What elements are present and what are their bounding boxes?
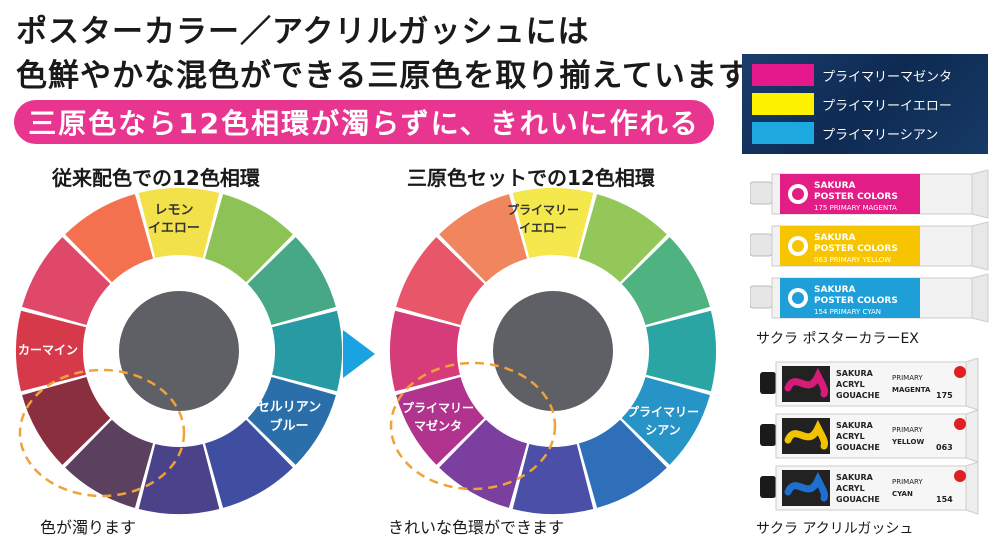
acryl-tube-3: SAKURA ACRYL GOUACHE PRIMARY CYAN 154 [760, 461, 979, 515]
left-wheel-segment-11 [22, 237, 111, 326]
acryl-tube-line1: ACRYL [836, 380, 865, 389]
left-wheel-segment-1 [138, 188, 220, 258]
poster-tube-line: POSTER COLORS [814, 244, 898, 254]
left-wheel-segment-12 [65, 194, 154, 283]
right-wheel-segment-7 [512, 444, 594, 514]
acryl-tube-line2: GOUACHE [836, 443, 880, 452]
left-wheel-segment-9 [22, 376, 111, 465]
right-wheel-center [493, 291, 613, 411]
right-wheel-segment-1 [512, 188, 594, 258]
right-wheel-segment-8 [439, 419, 528, 508]
right-wheel-title: 三原色セットでの12色相環 [407, 166, 655, 190]
right-wheel-segment-9 [396, 376, 485, 465]
legend-label-cyan: プライマリーシアン [822, 127, 939, 143]
label-primary-magenta-2: マゼンタ [414, 418, 462, 433]
left-wheel-title: 従来配色での12色相環 [52, 166, 260, 190]
right-clear-highlight [389, 361, 557, 491]
acryl-tube-num: 175 [936, 391, 953, 400]
acryl-tube-brand: SAKURA [836, 369, 874, 378]
right-wheel-segments [390, 188, 716, 514]
poster-tube-code: 063 PRIMARY YELLOW [814, 256, 891, 264]
legend-swatch-cyan [752, 122, 814, 144]
arrow-icon [343, 330, 375, 378]
label-primary-magenta-1: プライマリー [402, 400, 474, 415]
legend-row-cyan: プライマリーシアン [752, 122, 982, 144]
left-color-wheel: レモン イエロー カーマイン セルリアン ブルー [15, 188, 342, 514]
right-wheel-segment-3 [621, 237, 710, 326]
right-wheel-segment-12 [439, 194, 528, 283]
left-wheel-segment-3 [247, 237, 336, 326]
acryl-tube-primary: PRIMARY [892, 478, 923, 486]
acryl-tube-brand: SAKURA [836, 473, 874, 482]
left-wheel-segment-8 [65, 419, 154, 508]
legend-label-magenta: プライマリーマゼンタ [822, 69, 953, 85]
left-wheel-segment-2 [204, 194, 293, 283]
right-wheel-segment-11 [396, 237, 485, 326]
label-cerulean-1: セルリアン [257, 400, 321, 415]
acryl-tube-name: CYAN [892, 490, 913, 498]
label-primary-yellow-2: イエロー [519, 221, 567, 235]
legend-swatch-magenta [752, 64, 814, 86]
acryl-tube-line2: GOUACHE [836, 495, 880, 504]
label-cerulean-2: ブルー [269, 418, 308, 434]
left-wheel-segment-5 [247, 376, 336, 465]
right-wheel-segment-5 [621, 376, 710, 465]
poster-tube-brand: SAKURA [814, 285, 856, 295]
left-wheel-segments [15, 188, 342, 514]
poster-tube-code: 154 PRIMARY CYAN [814, 308, 881, 316]
acryl-tube-brand: SAKURA [836, 421, 874, 430]
poster-color-product-name: サクラ ポスターカラーEX [756, 331, 919, 347]
legend-swatch-yellow [752, 93, 814, 115]
acryl-tube-line1: ACRYL [836, 432, 865, 441]
left-dull-highlight [18, 368, 186, 498]
poster-tube-brand: SAKURA [814, 233, 856, 243]
legend-row-yellow: プライマリーイエロー [752, 93, 982, 115]
right-wheel-segment-10 [390, 310, 460, 392]
label-primary-cyan-2: シアン [645, 423, 681, 437]
label-carmine: カーマイン [18, 343, 78, 357]
acryl-gouache-product-name: サクラ アクリルガッシュ [756, 521, 914, 537]
left-wheel-segment-7 [138, 444, 220, 514]
label-primary-cyan-1: プライマリー [627, 404, 699, 419]
headline-line1: ポスターカラー／アクリルガッシュには [16, 14, 590, 50]
label-lemon-1: レモン [154, 203, 193, 218]
acryl-tube-2: SAKURA ACRYL GOUACHE PRIMARY YELLOW 063 [760, 409, 979, 463]
acryl-tube-line2: GOUACHE [836, 391, 880, 400]
legend-row-magenta: プライマリーマゼンタ [752, 64, 982, 86]
right-caption: きれいな色環ができます [388, 518, 565, 537]
left-wheel-segment-4 [272, 310, 342, 392]
poster-tube-line: POSTER COLORS [814, 296, 898, 306]
acryl-tube-name: YELLOW [891, 438, 924, 446]
acryl-tube-num: 063 [936, 443, 953, 452]
right-wheel-segment-2 [578, 194, 667, 283]
right-color-wheel: プライマリー イエロー プライマリー マゼンタ プライマリー シアン [389, 188, 716, 514]
acryl-tube-num: 154 [936, 495, 953, 504]
headline-line2: 色鮮やかな混色ができる三原色を取り揃えています [16, 58, 750, 94]
right-wheel-segment-4 [646, 310, 716, 392]
acryl-tube-line1: ACRYL [836, 484, 865, 493]
acryl-tube-name: MAGENTA [892, 386, 931, 394]
acryl-tube-primary: PRIMARY [892, 374, 923, 382]
poster-tube-line: POSTER COLORS [814, 192, 898, 202]
banner: 三原色なら12色相環が濁らずに、きれいに作れる [14, 100, 714, 144]
label-primary-yellow-1: プライマリー [507, 202, 579, 217]
legend-label-yellow: プライマリーイエロー [822, 98, 952, 114]
left-wheel-segment-10 [15, 310, 86, 392]
left-wheel-center [119, 291, 239, 411]
poster-tube-brand: SAKURA [814, 181, 856, 191]
primary-color-legend: プライマリーマゼンタ プライマリーイエロー プライマリーシアン [742, 54, 988, 154]
acryl-tube-1: SAKURA ACRYL GOUACHE PRIMARY MAGENTA 175 [760, 358, 979, 411]
poster-tube-code: 175 PRIMARY MAGENTA [814, 204, 897, 212]
left-caption: 色が濁ります [40, 518, 137, 537]
right-wheel-segment-6 [578, 419, 667, 508]
acryl-gouache-tubes-image: SAKURAACRYLGOUACHEPRIMARYMAGENTA175SAKUR… [760, 358, 979, 515]
acryl-tube-primary: PRIMARY [892, 426, 923, 434]
left-wheel-segment-6 [204, 419, 293, 508]
label-lemon-2: イエロー [148, 221, 200, 236]
